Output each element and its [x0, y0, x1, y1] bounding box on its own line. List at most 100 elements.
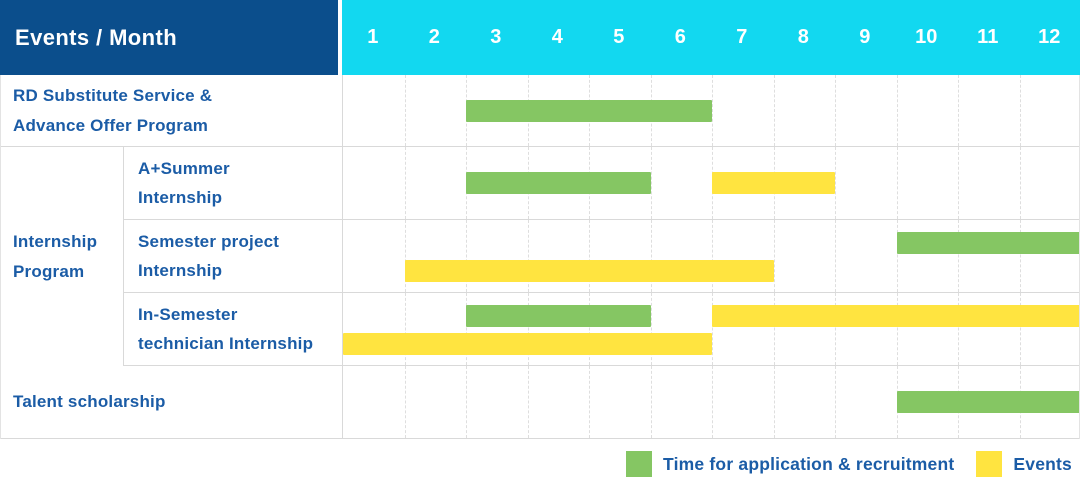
month-gridline	[896, 220, 898, 292]
month-label-2: 2	[428, 26, 440, 48]
gantt-bar-yellow	[712, 305, 1080, 327]
month-gridline	[896, 147, 898, 219]
month-gridline	[835, 147, 836, 219]
legend: Time for application & recruitment Event…	[604, 451, 1072, 477]
month-label-7: 7	[736, 26, 748, 48]
row-label-line: Talent scholarship	[13, 392, 166, 412]
month-gridline	[527, 366, 529, 438]
month-label-6: 6	[674, 26, 686, 48]
month-gridline	[404, 75, 406, 146]
month-gridline	[773, 220, 775, 292]
gantt-bar-yellow	[404, 260, 774, 282]
month-gridline	[958, 75, 959, 146]
month-gridline	[404, 293, 406, 365]
gantt-bar-green	[466, 305, 651, 327]
table-header-row: Events / Month 1 2 3 4 5 6 7 8 9 10 11 1…	[0, 0, 1080, 75]
table-row: Talent scholarship	[0, 366, 1080, 439]
group-label-line: Internship	[13, 232, 98, 252]
month-label-10: 10	[915, 26, 938, 48]
month-gridline	[835, 220, 836, 292]
row-label-semester-project: Semester project Internship	[124, 220, 342, 293]
month-gridline	[773, 293, 775, 365]
month-gridline	[650, 293, 652, 365]
month-gridline	[466, 366, 467, 438]
row-label-line: Semester project	[138, 231, 280, 251]
table-row: A+Summer Internship	[0, 147, 1080, 220]
row-label-a-summer: A+Summer Internship	[124, 147, 342, 220]
month-gridline	[589, 366, 590, 438]
month-gridline	[773, 366, 775, 438]
month-label-5: 5	[613, 26, 625, 48]
month-label-8: 8	[797, 26, 809, 48]
month-label-9: 9	[859, 26, 871, 48]
legend-item-recruitment: Time for application & recruitment	[626, 451, 954, 477]
month-gridline	[835, 75, 836, 146]
month-gridline	[773, 75, 775, 146]
gantt-track-a-summer	[342, 147, 1080, 220]
month-gridline	[1019, 293, 1021, 365]
month-gridline	[650, 220, 652, 292]
gantt-track-talent-scholarship	[342, 366, 1080, 439]
legend-label-events: Events	[1013, 453, 1072, 474]
row-label-talent-scholarship: Talent scholarship	[0, 366, 342, 439]
row-label-line: Internship	[138, 188, 223, 207]
table-row: In-Semester technician Internship	[0, 293, 1080, 366]
gantt-track-semester-project	[342, 220, 1080, 293]
month-gridline	[712, 366, 713, 438]
month-gridline	[712, 293, 713, 365]
month-gridline	[835, 366, 836, 438]
group-label-line: Program	[13, 261, 85, 281]
row-label-rd-substitute: RD Substitute Service & Advance Offer Pr…	[0, 75, 342, 147]
month-label-3: 3	[490, 26, 502, 48]
month-gridline	[896, 293, 898, 365]
month-gridline	[1019, 147, 1021, 219]
month-gridline	[650, 147, 652, 219]
month-gridline	[1019, 220, 1021, 292]
gantt-bar-green	[466, 172, 651, 194]
gantt-track-rd-substitute	[342, 75, 1080, 147]
row-label-line: Advance Offer Program	[13, 115, 209, 135]
row-label-line: A+Summer	[138, 158, 230, 178]
month-label-12: 12	[1038, 26, 1061, 48]
month-gridline	[1019, 75, 1021, 146]
table-left-border	[0, 75, 1, 439]
month-gridline	[958, 147, 959, 219]
row-label-line: RD Substitute Service &	[13, 86, 213, 106]
month-gridline	[527, 293, 529, 365]
month-gridline	[404, 366, 406, 438]
month-gridline	[589, 220, 590, 292]
row-label-line: Internship	[138, 261, 223, 280]
gantt-bar-green	[466, 100, 712, 122]
legend-swatch-green	[626, 451, 653, 477]
gantt-bar-yellow	[343, 333, 712, 355]
month-gridline	[958, 220, 959, 292]
month-gridline	[466, 220, 467, 292]
legend-swatch-yellow	[976, 451, 1003, 477]
month-gridline	[650, 366, 652, 438]
header-gap	[338, 0, 342, 75]
legend-label-recruitment: Time for application & recruitment	[663, 453, 955, 474]
group-label-internship-program: Internship Program	[0, 147, 124, 366]
month-gridline	[712, 75, 713, 146]
month-gridline	[712, 220, 713, 292]
month-gridline	[896, 75, 898, 146]
row-label-line: technician Internship	[138, 334, 314, 353]
month-gridline	[404, 147, 406, 219]
gantt-bar-green	[896, 391, 1080, 413]
month-gridline	[466, 293, 467, 365]
month-header-strip: 1 2 3 4 5 6 7 8 9 10 11 12	[342, 0, 1080, 75]
table-row: RD Substitute Service & Advance Offer Pr…	[0, 75, 1080, 147]
month-label-11: 11	[977, 26, 999, 48]
month-gridline	[527, 220, 529, 292]
gantt-bar-yellow	[712, 172, 835, 194]
table-title: Events / Month	[0, 0, 338, 75]
month-gridline	[835, 293, 836, 365]
legend-item-events: Events	[976, 451, 1072, 477]
table-row: Semester project Internship	[0, 220, 1080, 293]
row-label-line: In-Semester	[138, 304, 238, 324]
table-body: RD Substitute Service & Advance Offer Pr…	[0, 75, 1080, 439]
month-gridline	[589, 293, 590, 365]
month-label-1: 1	[367, 26, 379, 48]
month-gridline	[958, 293, 959, 365]
